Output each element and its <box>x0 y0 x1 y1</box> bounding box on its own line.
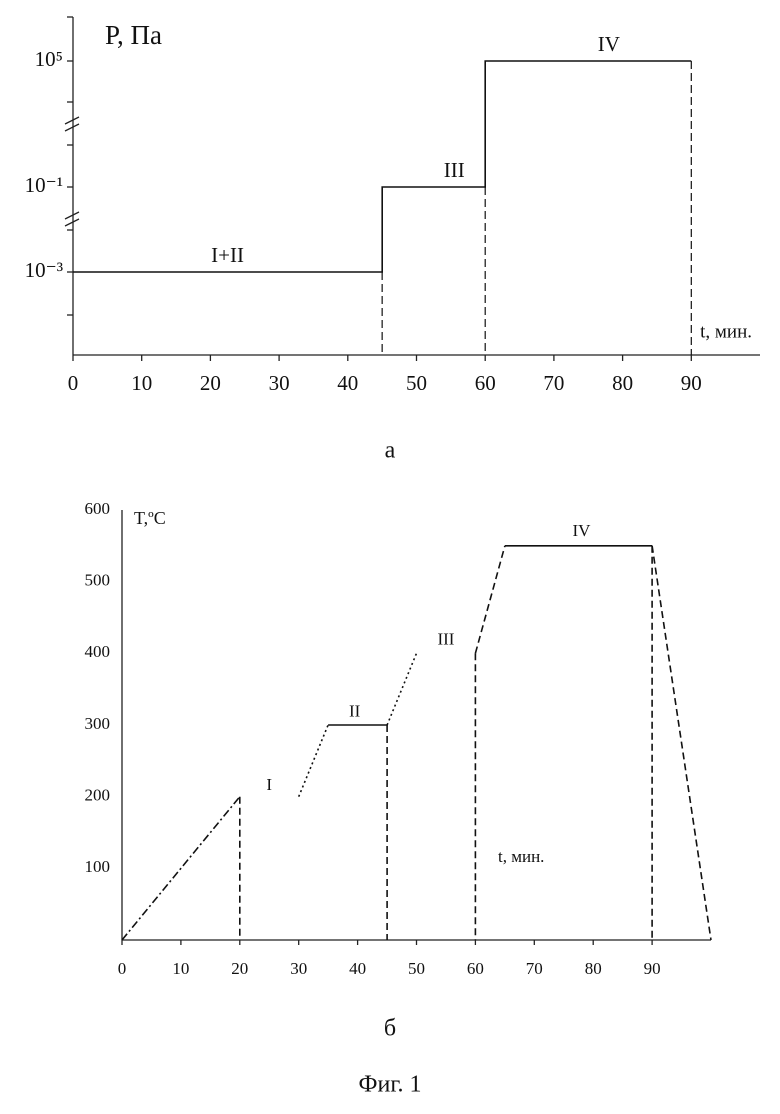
line-segment <box>299 725 328 797</box>
chart-caption: а <box>385 438 396 464</box>
x-tick-label: 20 <box>231 959 248 978</box>
axis-break <box>65 219 79 226</box>
stage-label: II <box>349 702 361 721</box>
x-tick-label: 50 <box>408 959 425 978</box>
x-tick-label: 20 <box>200 371 221 395</box>
y-tick-label: 200 <box>85 786 111 805</box>
x-tick-label: 40 <box>337 371 358 395</box>
y-tick-label: 10⁻³ <box>25 258 63 282</box>
pressure-line <box>73 61 691 272</box>
x-tick-label: 60 <box>467 959 484 978</box>
x-tick-label: 0 <box>68 371 79 395</box>
x-axis-label: t, мин. <box>498 847 544 866</box>
y-tick-label: 10⁻¹ <box>25 173 63 197</box>
y-tick-label: 10⁵ <box>35 47 63 71</box>
stage-label: III <box>444 158 465 182</box>
x-tick-label: 80 <box>585 959 602 978</box>
axis-break <box>65 212 79 219</box>
y-tick-label: 100 <box>85 857 111 876</box>
y-axis-label: T,ºC <box>134 508 166 528</box>
y-tick-label: 400 <box>85 642 111 661</box>
figure: Фиг. 1 10⁻³ 10⁻¹ 10⁵ 0 10 20 30 40 50 60 70 80 90 P, … <box>0 0 780 1114</box>
y-tick-label: 600 <box>85 499 111 518</box>
x-tick-label: 90 <box>681 371 702 395</box>
x-tick-label: 10 <box>172 959 189 978</box>
x-tick-label: 90 <box>644 959 661 978</box>
stage-label: IV <box>572 521 591 540</box>
line-segment <box>475 546 505 654</box>
x-tick-label: 80 <box>612 371 633 395</box>
axis-break <box>65 124 79 131</box>
y-tick-label: 500 <box>85 571 111 590</box>
stage-label: IV <box>598 32 620 56</box>
x-tick-label: 40 <box>349 959 366 978</box>
stage-label: I+II <box>211 243 244 267</box>
x-tick-label: 30 <box>269 371 290 395</box>
axis-break <box>65 117 79 124</box>
page: {"chart_data": [ {"type": "line", "capti… <box>0 0 780 1114</box>
chart-caption: б <box>384 1016 396 1042</box>
x-tick-label: 70 <box>543 371 564 395</box>
figure-caption: Фиг. 1 <box>359 1072 422 1098</box>
x-tick-label: 0 <box>118 959 127 978</box>
y-axis-label: P, Па <box>105 20 162 50</box>
stage-label: I <box>266 775 272 794</box>
line-segment <box>122 797 240 940</box>
x-tick-label: 30 <box>290 959 307 978</box>
x-tick-label: 10 <box>131 371 152 395</box>
x-axis-label: t, мин. <box>700 321 752 342</box>
stage-label: III <box>437 629 454 648</box>
x-tick-label: 50 <box>406 371 427 395</box>
line-segment <box>387 653 416 725</box>
y-tick-label: 300 <box>85 714 111 733</box>
x-tick-label: 70 <box>526 959 543 978</box>
line-segment <box>652 546 711 940</box>
x-tick-label: 60 <box>475 371 496 395</box>
